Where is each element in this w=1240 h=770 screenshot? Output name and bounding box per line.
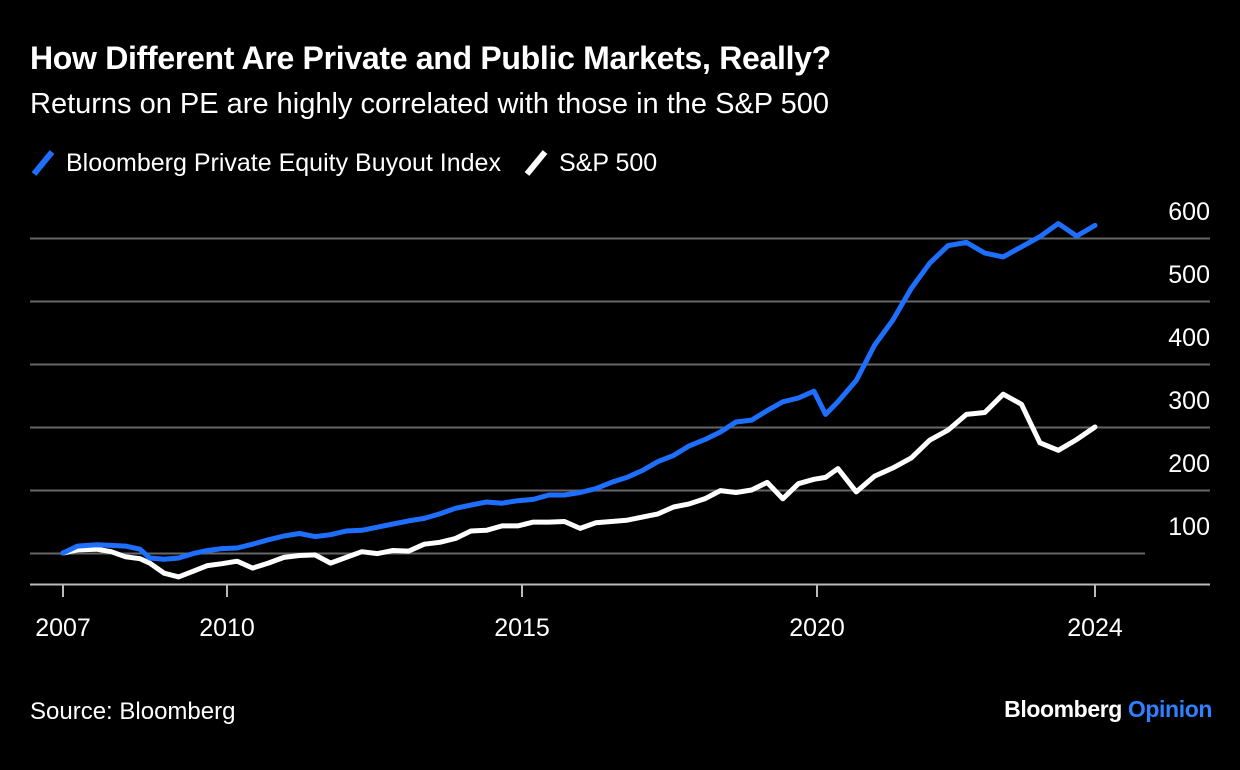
brand-secondary: Opinion [1127,696,1212,722]
x-axis: 2007 2010 2015 2020 2024 [30,583,1210,642]
legend: Bloomberg Private Equity Buyout Index S&… [30,148,657,178]
y-tick-label-300: 300 [1168,387,1210,415]
y-tick-label-100: 100 [1168,513,1210,541]
source-note: Source: Bloomberg [30,698,236,725]
brand-primary: Bloomberg [1004,696,1122,722]
x-tick-label-2015: 2015 [494,614,550,642]
gridlines [30,237,1210,555]
chart-title: How Different Are Private and Public Mar… [30,40,831,76]
x-tick-label-2010: 2010 [199,614,255,642]
legend-swatch-pe-icon [31,150,55,176]
series-line-sp [60,391,1098,580]
legend-item-sp: S&P 500 [523,148,657,178]
y-axis-tick-labels: 100 200 300 400 500 600 [1168,198,1210,541]
x-tick-label-2024: 2024 [1067,614,1123,642]
legend-label-pe: Bloomberg Private Equity Buyout Index [66,148,501,177]
chart-subtitle: Returns on PE are highly correlated with… [30,88,830,120]
series-lines [60,221,1098,580]
x-tick-label-2007: 2007 [35,614,91,642]
y-tick-label-400: 400 [1168,324,1210,352]
legend-swatch-sp-icon [524,150,548,176]
legend-label-sp: S&P 500 [558,148,658,177]
y-tick-label-200: 200 [1168,450,1210,478]
y-tick-label-500: 500 [1168,261,1210,289]
y-tick-label-600: 600 [1168,198,1210,226]
brand-logo: Bloomberg Opinion [1004,696,1212,723]
series-line-pe [60,221,1098,562]
x-tick-label-2020: 2020 [789,614,845,642]
legend-item-pe: Bloomberg Private Equity Buyout Index [30,148,501,178]
